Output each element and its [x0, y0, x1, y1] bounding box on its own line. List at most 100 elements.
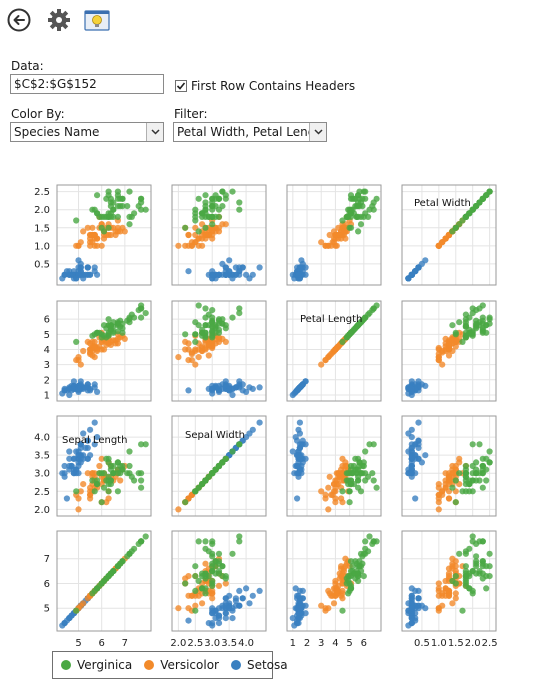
point-verginica: [479, 462, 486, 470]
y-tick-label: 1: [44, 390, 50, 401]
point-verginica: [138, 441, 145, 448]
point-verginica: [355, 228, 362, 235]
point-setosa: [226, 592, 233, 599]
point-setosa: [66, 615, 73, 622]
point-verginica: [114, 563, 121, 570]
point-versicolor: [87, 350, 94, 358]
point-verginica: [131, 314, 138, 321]
point-versicolor: [188, 350, 195, 358]
point-verginica: [192, 587, 199, 594]
point-setosa: [412, 610, 419, 617]
point-setosa: [239, 595, 246, 602]
point-versicolor: [328, 491, 335, 498]
point-verginica: [355, 484, 362, 491]
point-verginica: [114, 459, 121, 466]
point-versicolor: [175, 242, 182, 249]
point-verginica: [202, 314, 209, 321]
point-verginica: [182, 580, 189, 587]
point-versicolor: [84, 470, 91, 477]
point-verginica: [212, 322, 219, 329]
y-tick-label: 5: [44, 604, 50, 615]
point-setosa: [298, 452, 305, 459]
point-verginica: [222, 575, 229, 582]
point-verginica: [452, 477, 459, 484]
point-verginica: [138, 538, 145, 545]
point-setosa: [296, 597, 303, 604]
point-setosa: [249, 592, 256, 599]
y-tick-label: 0.5: [34, 259, 50, 270]
filter-select[interactable]: Petal Width, Petal Length: [173, 122, 327, 142]
point-setosa: [256, 384, 263, 391]
point-verginica: [114, 488, 121, 495]
point-verginica: [195, 322, 202, 329]
data-label: Data:: [11, 59, 44, 73]
cell-sepal-length-vs-sepal-length-frame: [56, 530, 152, 632]
point-setosa: [296, 419, 303, 426]
point-verginica: [182, 331, 189, 338]
legend-swatch-verginica: [61, 660, 71, 670]
data-range-input[interactable]: $C$2:$G$152: [10, 74, 164, 94]
point-verginica: [346, 573, 353, 580]
point-verginica: [366, 533, 373, 540]
point-verginica: [94, 192, 101, 199]
point-setosa: [249, 271, 256, 278]
point-verginica: [347, 470, 355, 477]
point-verginica: [222, 195, 229, 202]
point-setosa: [84, 264, 91, 271]
y-tick-label: 2.0: [34, 505, 50, 516]
point-setosa: [75, 385, 82, 392]
point-verginica: [347, 558, 355, 565]
point-verginica: [476, 477, 483, 484]
point-versicolor: [318, 602, 325, 609]
point-verginica: [114, 195, 121, 202]
point-setosa: [295, 615, 302, 622]
point-versicolor: [84, 224, 91, 231]
point-verginica: [126, 470, 133, 477]
point-verginica: [466, 481, 473, 488]
color-by-select[interactable]: Species Name: [10, 122, 164, 142]
cell-sepal-width-vs-petal-length-frame: [286, 415, 382, 517]
point-setosa: [82, 444, 89, 451]
point-verginica: [459, 338, 466, 345]
cell-petal-length-vs-sepal-length-frame: [56, 300, 152, 402]
point-verginica: [219, 203, 226, 210]
point-verginica: [236, 206, 243, 213]
first-row-headers-checkbox[interactable]: [175, 80, 187, 92]
y-tick-label: 4: [44, 345, 50, 356]
point-setosa: [236, 378, 243, 385]
point-verginica: [209, 329, 216, 336]
point-setosa: [294, 495, 301, 502]
point-verginica: [126, 188, 133, 195]
point-verginica: [222, 325, 229, 332]
point-verginica: [236, 538, 243, 545]
y-tick-label: 4.0: [34, 433, 50, 444]
point-verginica: [452, 499, 459, 506]
point-verginica: [100, 228, 108, 235]
point-verginica: [349, 206, 356, 213]
x-tick-label: 2.5: [187, 638, 203, 648]
point-setosa: [226, 268, 233, 275]
point-verginica: [236, 305, 243, 312]
legend-swatch-versicolor: [144, 660, 155, 670]
point-versicolor: [336, 575, 343, 582]
legend-label-versicolor: Versicolor: [160, 658, 219, 672]
insights-button[interactable]: [84, 7, 110, 33]
point-versicolor: [342, 563, 349, 570]
point-setosa: [61, 470, 68, 477]
point-verginica: [199, 585, 206, 592]
point-verginica: [114, 470, 121, 477]
point-verginica: [362, 477, 369, 484]
point-setosa: [232, 384, 239, 391]
settings-button[interactable]: [46, 7, 72, 33]
point-verginica: [138, 470, 145, 477]
point-verginica: [119, 325, 126, 332]
point-setosa: [226, 382, 233, 389]
point-verginica: [192, 210, 199, 217]
back-button[interactable]: [6, 7, 32, 33]
point-setosa: [408, 605, 415, 612]
point-setosa: [222, 378, 229, 385]
point-versicolor: [175, 605, 182, 612]
point-versicolor: [333, 477, 340, 484]
point-versicolor: [439, 602, 446, 609]
x-tick-label: 2: [304, 638, 310, 648]
